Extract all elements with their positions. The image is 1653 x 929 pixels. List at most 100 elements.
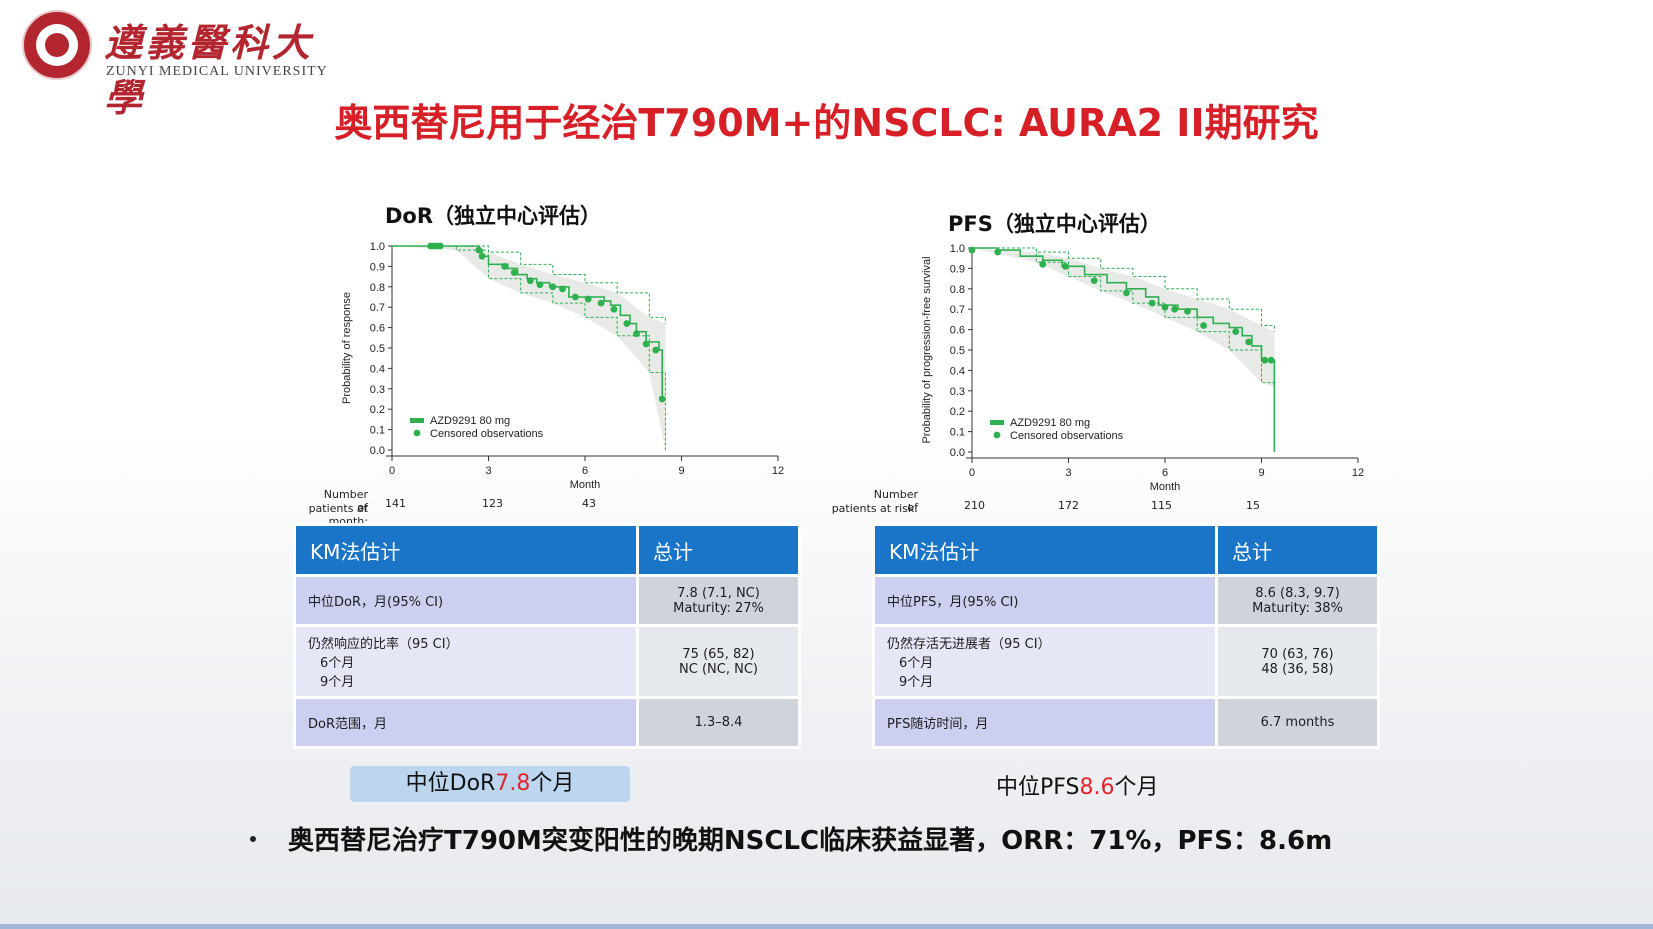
- university-name-en: ZUNYI MEDICAL UNIVERSITY: [106, 64, 328, 79]
- dor-risk-value: 141: [385, 497, 406, 510]
- table-header-total: 总计: [636, 523, 801, 577]
- censored-point: [1232, 328, 1240, 336]
- censored-point: [1171, 305, 1179, 313]
- x-tick-label: 9: [678, 465, 684, 477]
- table-row-label: 中位PFS，月(95% CI): [872, 574, 1218, 627]
- survival-curve: [972, 247, 1276, 452]
- y-tick-label: 0.8: [370, 282, 385, 294]
- censored-point: [478, 252, 486, 260]
- censored-point: [1148, 299, 1156, 307]
- table-header-total: 总计: [1215, 523, 1380, 577]
- y-tick-label: 0.4: [950, 365, 965, 377]
- dor-risk-label-1: Number of: [323, 488, 368, 514]
- pfs-risk-value: 115: [1151, 499, 1172, 512]
- censored-point: [475, 246, 483, 254]
- pfs-risk-label-1: Number of: [873, 488, 918, 514]
- pfs-risk-value: 210: [964, 499, 985, 512]
- censored-point: [1245, 338, 1253, 346]
- censored-point: [559, 285, 566, 293]
- x-tick-label: 12: [1352, 467, 1364, 479]
- slide-title: 奥西替尼用于经治T790M+的NSCLC: AURA2 II期研究: [334, 101, 1319, 145]
- y-tick-label: 0.8: [950, 284, 965, 296]
- y-axis-label: Probability of progression-free survival: [921, 256, 933, 443]
- x-tick-label: 9: [1258, 467, 1264, 479]
- x-tick-label: 0: [969, 467, 975, 479]
- x-axis-label: Month: [570, 479, 601, 491]
- censored-point: [571, 293, 579, 301]
- bullet-icon: [250, 836, 256, 842]
- censored-point: [1267, 356, 1275, 364]
- dor-km-table: KM法估计 总计 中位DoR，月(95% CI) 7.8 (7.1, NC) Ma…: [293, 523, 801, 749]
- legend-line-swatch: [410, 418, 424, 423]
- censored-point: [1061, 262, 1069, 270]
- censored-point: [526, 277, 534, 285]
- table-row-label: 仍然存活无进展者（95 CI） 6个月 9个月: [872, 624, 1218, 699]
- legend-label: Censored observations: [430, 428, 544, 440]
- y-tick-label: 0.1: [370, 425, 385, 437]
- y-tick-label: 0.5: [370, 343, 385, 355]
- censored-point: [1184, 307, 1191, 315]
- y-tick-label: 0.3: [950, 386, 965, 398]
- university-name-cn: 遵義醫科大學: [104, 20, 315, 120]
- censored-point: [510, 269, 518, 276]
- censored-point: [584, 295, 592, 303]
- y-tick-label: 0.4: [370, 363, 385, 375]
- censored-point: [597, 299, 605, 307]
- y-tick-label: 0.9: [370, 261, 385, 273]
- legend-label: AZD9291 80 mg: [1010, 417, 1090, 429]
- table-row-value: 6.7 months: [1215, 696, 1380, 749]
- y-tick-label: 0.2: [950, 406, 965, 418]
- y-tick-label: 1.0: [370, 241, 385, 253]
- ci-upper-line: [972, 247, 1275, 332]
- y-tick-label: 0.0: [370, 445, 385, 457]
- conclusion-bullet: 奥西替尼治疗T790M突变阳性的晚期NSCLC临床获益显著，ORR：71%，PF…: [288, 826, 1333, 856]
- legend-point-swatch: [413, 429, 421, 437]
- censored-point: [610, 305, 618, 313]
- y-tick-label: 0.5: [950, 345, 965, 357]
- ci-lower-line: [392, 245, 666, 450]
- table-row-value: 8.6 (8.3, 9.7) Maturity: 38%: [1215, 574, 1380, 627]
- pfs-risk-value: 172: [1058, 499, 1079, 512]
- table-row-value: 1.3–8.4: [636, 696, 801, 749]
- table-row-value: 70 (63, 76) 48 (36, 58): [1215, 624, 1380, 699]
- censored-point: [536, 281, 544, 289]
- table-row-label: 中位DoR，月(95% CI): [293, 574, 639, 627]
- censored-point: [1200, 322, 1207, 329]
- censored-point: [1090, 277, 1098, 285]
- y-tick-label: 0.3: [370, 384, 385, 396]
- pfs-risk-value: 15: [1246, 499, 1260, 512]
- table-row-label: DoR范围，月: [293, 696, 639, 749]
- x-tick-label: 6: [582, 465, 588, 477]
- ci-upper-line: [392, 245, 666, 324]
- table-header-km: KM法估计: [293, 523, 639, 577]
- censored-point: [501, 263, 508, 270]
- table-header-km: KM法估计: [872, 523, 1218, 577]
- table-row-label: PFS随访时间，月: [872, 696, 1218, 749]
- pfs-km-chart: 0.0 0.1 0.2 0.3 0.4 0.5 0.6 0.7 0.8 0.9 1.0 0 3 6 9 12 M…: [921, 243, 1364, 493]
- legend-line-swatch: [990, 420, 1004, 425]
- dor-chart-heading: DoR（独立中心评估）: [385, 204, 602, 228]
- x-tick-label: 12: [772, 465, 784, 477]
- y-tick-label: 0.6: [370, 323, 385, 335]
- dor-risk-value: 123: [482, 497, 503, 510]
- pfs-median-summary: 中位PFS8.6个月: [996, 775, 1159, 800]
- legend-label: AZD9291 80 mg: [430, 415, 510, 427]
- censored-point: [652, 346, 660, 354]
- censored-point: [1039, 260, 1047, 268]
- y-tick-label: 0.7: [370, 302, 385, 314]
- censored-point: [1123, 289, 1130, 297]
- bottom-band: [0, 924, 1653, 929]
- x-tick-label: 3: [1065, 467, 1071, 479]
- table-row-value: 7.8 (7.1, NC) Maturity: 27%: [636, 574, 801, 627]
- censored-point: [549, 283, 557, 291]
- legend-label: Censored observations: [1010, 430, 1124, 442]
- table-row-value: 75 (65, 82) NC (NC, NC): [636, 624, 801, 699]
- x-tick-label: 3: [485, 465, 491, 477]
- censored-point: [642, 340, 650, 348]
- censored-point: [1261, 356, 1269, 364]
- x-axis-label: Month: [1150, 481, 1181, 493]
- y-tick-label: 0.9: [950, 263, 965, 275]
- censored-point: [994, 248, 1002, 256]
- dor-median-summary: 中位DoR7.8个月: [350, 766, 630, 802]
- censored-point: [658, 395, 666, 403]
